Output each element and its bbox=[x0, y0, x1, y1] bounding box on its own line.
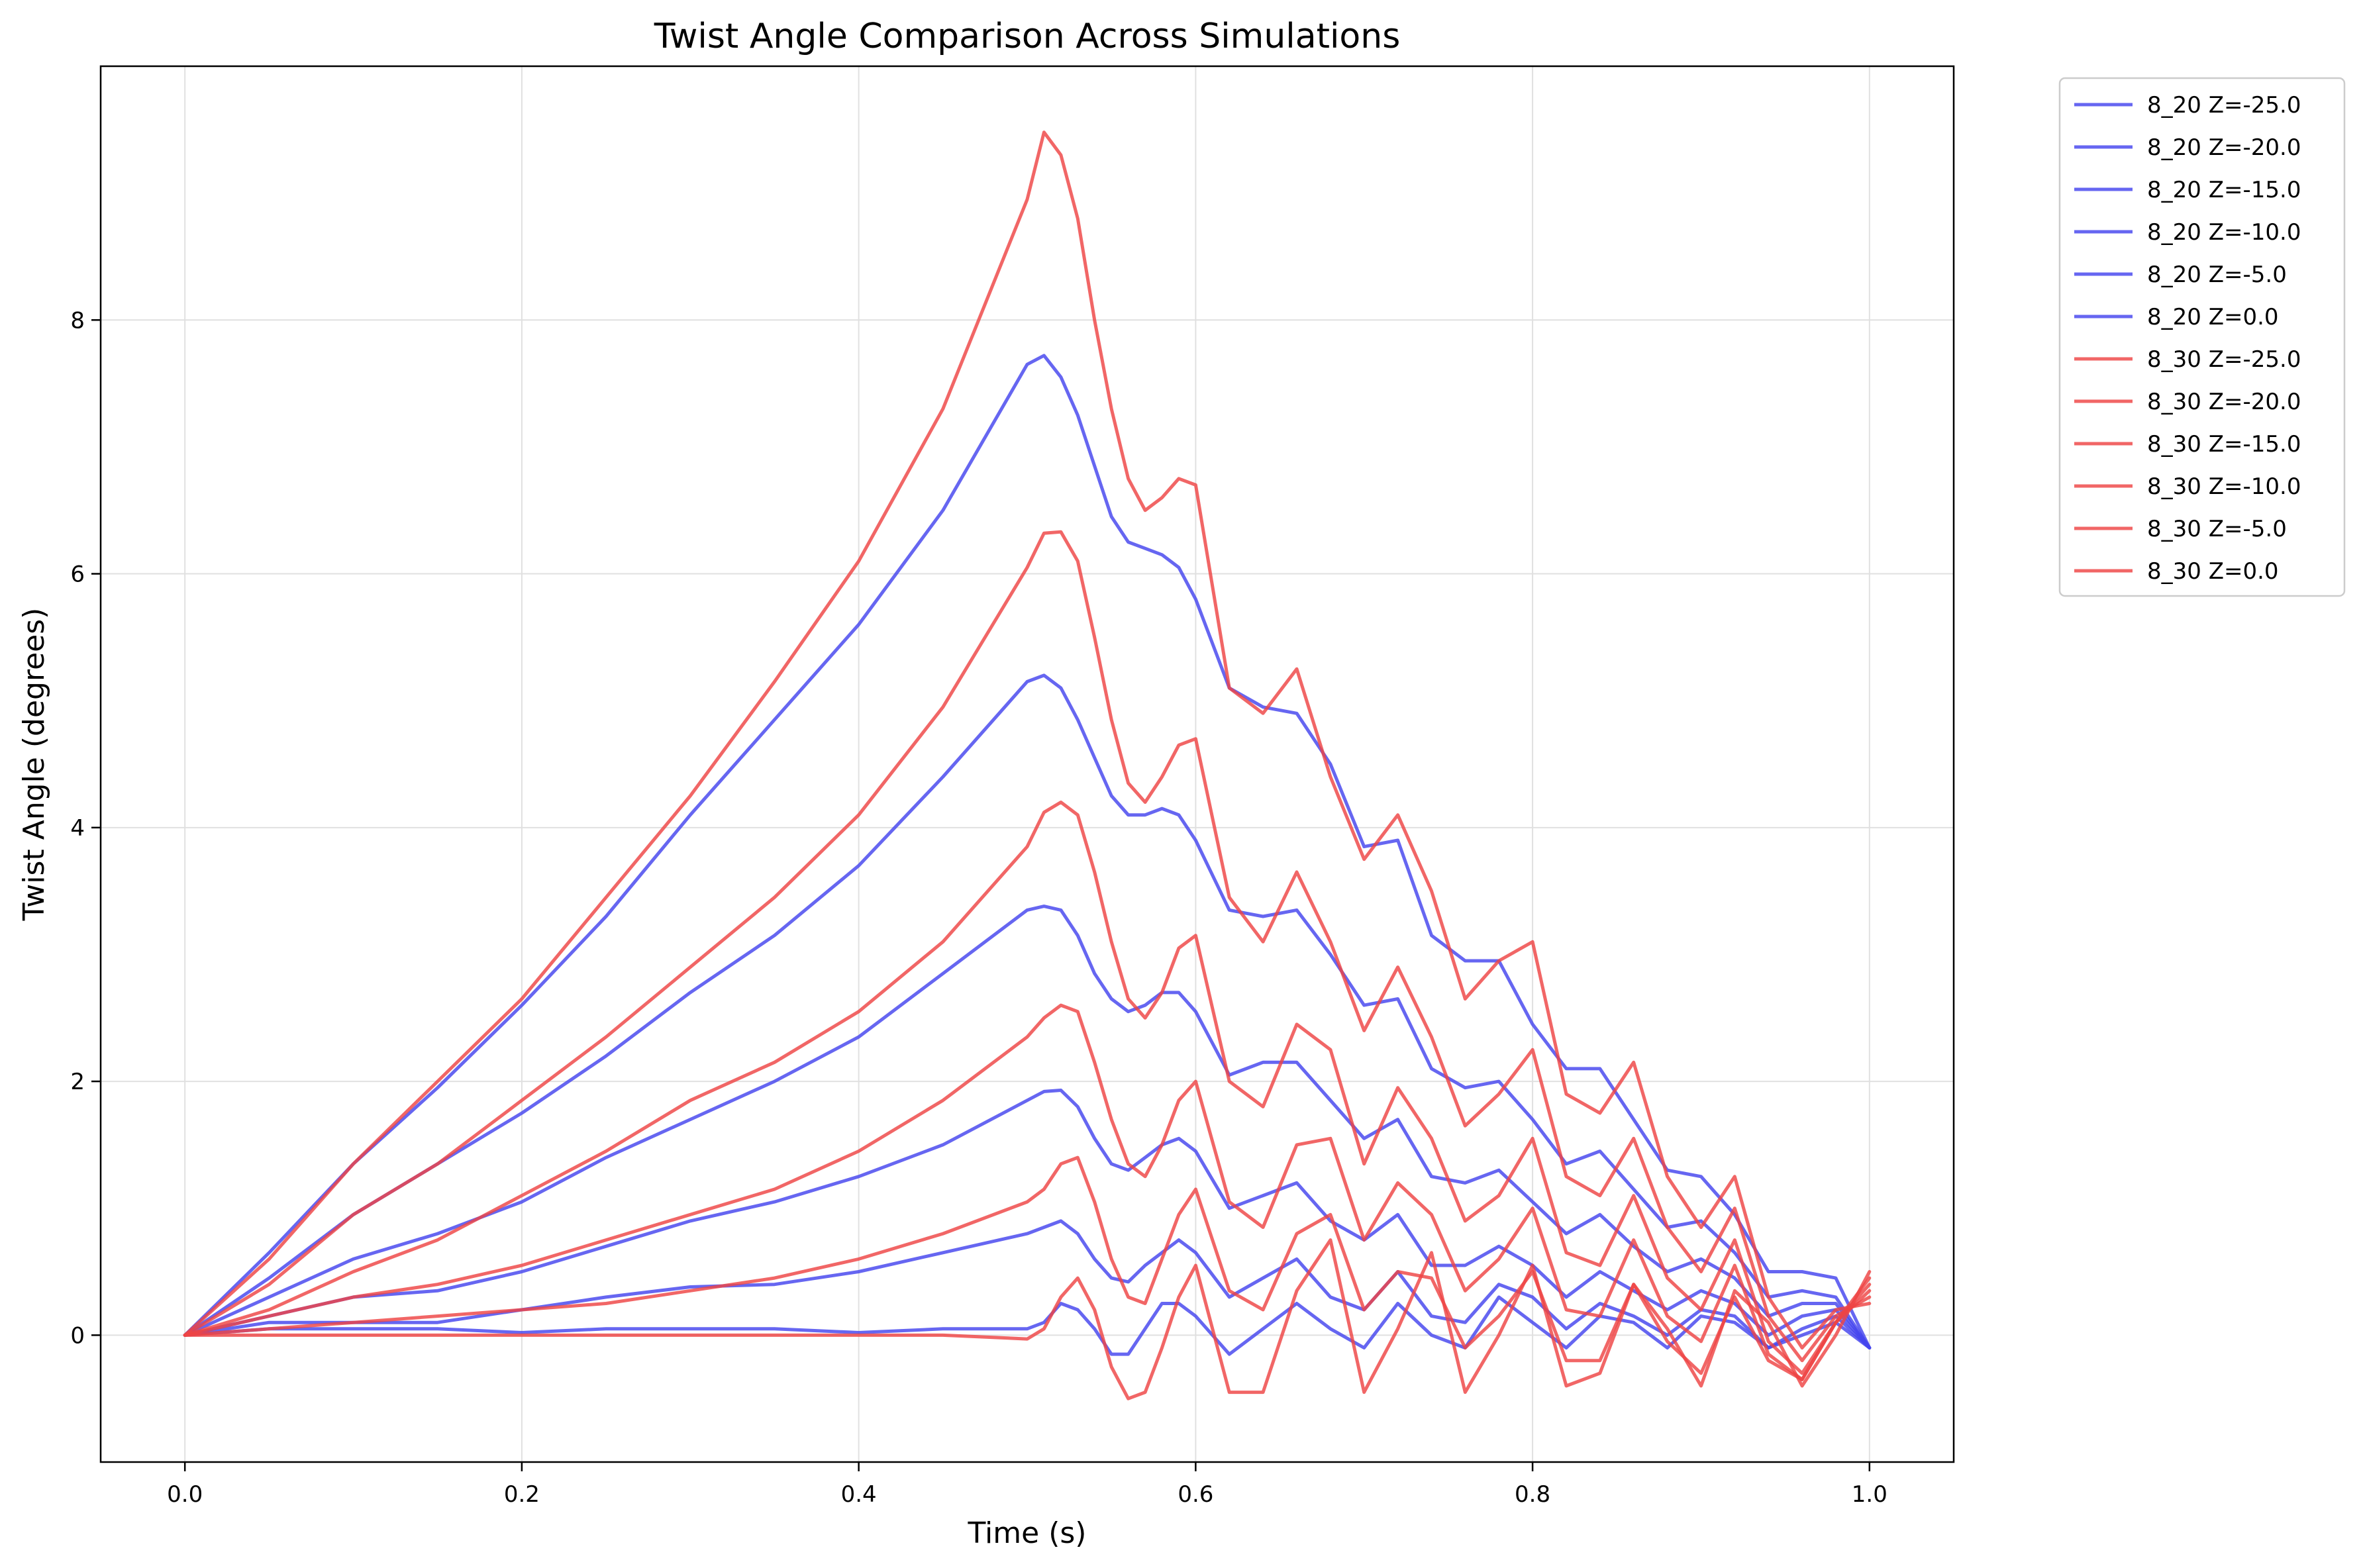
y-tick-label: 0 bbox=[70, 1322, 85, 1349]
series-line-8-30-z-5-0 bbox=[183, 1155, 1872, 1381]
y-tick-label: 8 bbox=[70, 307, 85, 334]
legend-entry-label: 8_20 Z=-25.0 bbox=[2147, 92, 2301, 119]
legend-entry-label: 8_20 Z=-5.0 bbox=[2147, 262, 2287, 288]
legend-entry-label: 8_30 Z=-5.0 bbox=[2147, 516, 2287, 542]
legend-box bbox=[2058, 77, 2346, 597]
legend-entry-label: 8_20 Z=0.0 bbox=[2147, 304, 2279, 330]
y-tick-label: 6 bbox=[70, 562, 85, 588]
x-axis: 0.0 0.2 0.4 0.6 0.8 1.0 bbox=[167, 1462, 1887, 1508]
legend-entry-label: 8_30 Z=-15.0 bbox=[2147, 431, 2301, 458]
series-line-8-30-z-20-0 bbox=[183, 530, 1872, 1363]
legend-entry-label: 8_30 Z=-25.0 bbox=[2147, 346, 2301, 373]
legend-entry-label: 8_30 Z=-10.0 bbox=[2147, 473, 2301, 500]
y-tick-label: 4 bbox=[70, 815, 85, 842]
chart-title: Twist Angle Comparison Across Simulation… bbox=[654, 17, 1401, 56]
series-line-8-30-z-15-0 bbox=[183, 801, 1872, 1375]
x-tick-label: 1.0 bbox=[1852, 1481, 1887, 1508]
plot-frame bbox=[99, 65, 1955, 1463]
y-axis: 0 2 4 6 8 bbox=[70, 307, 101, 1349]
series-line-8-20-z-15-0 bbox=[183, 905, 1872, 1349]
series-line-8-30-z-0-0 bbox=[183, 1238, 1872, 1400]
series-layer bbox=[183, 130, 1872, 1400]
series-line-8-20-z-20-0 bbox=[183, 673, 1872, 1349]
series-line-8-30-z-25-0 bbox=[183, 130, 1872, 1349]
x-axis-label: Time (s) bbox=[968, 1516, 1087, 1550]
x-tick-label: 0.4 bbox=[841, 1481, 877, 1508]
y-tick-label: 2 bbox=[70, 1069, 85, 1095]
legend-entry-label: 8_20 Z=-20.0 bbox=[2147, 134, 2301, 161]
legend-entry-label: 8_20 Z=-10.0 bbox=[2147, 219, 2301, 246]
legend-entry-label: 8_30 Z=-20.0 bbox=[2147, 389, 2301, 415]
x-tick-label: 0.6 bbox=[1178, 1481, 1213, 1508]
x-tick-label: 0.2 bbox=[504, 1481, 540, 1508]
x-tick-label: 0.0 bbox=[167, 1481, 203, 1508]
legend: 8_20 Z=-25.0 8_20 Z=-20.0 8_20 Z=-15.0 8_20… bbox=[2058, 77, 2346, 597]
legend-entry-label: 8_20 Z=-15.0 bbox=[2147, 177, 2301, 203]
y-axis-label: Twist Angle (degrees) bbox=[17, 608, 51, 922]
series-line-8-30-z-10-0 bbox=[183, 1003, 1872, 1381]
series-line-8-20-z-0-0 bbox=[183, 1295, 1872, 1356]
legend-entry-label: 8_30 Z=0.0 bbox=[2147, 558, 2279, 585]
x-tick-label: 0.8 bbox=[1515, 1481, 1550, 1508]
series-line-8-20-z-5-0 bbox=[183, 1219, 1872, 1349]
series-line-8-20-z-25-0 bbox=[183, 354, 1872, 1349]
